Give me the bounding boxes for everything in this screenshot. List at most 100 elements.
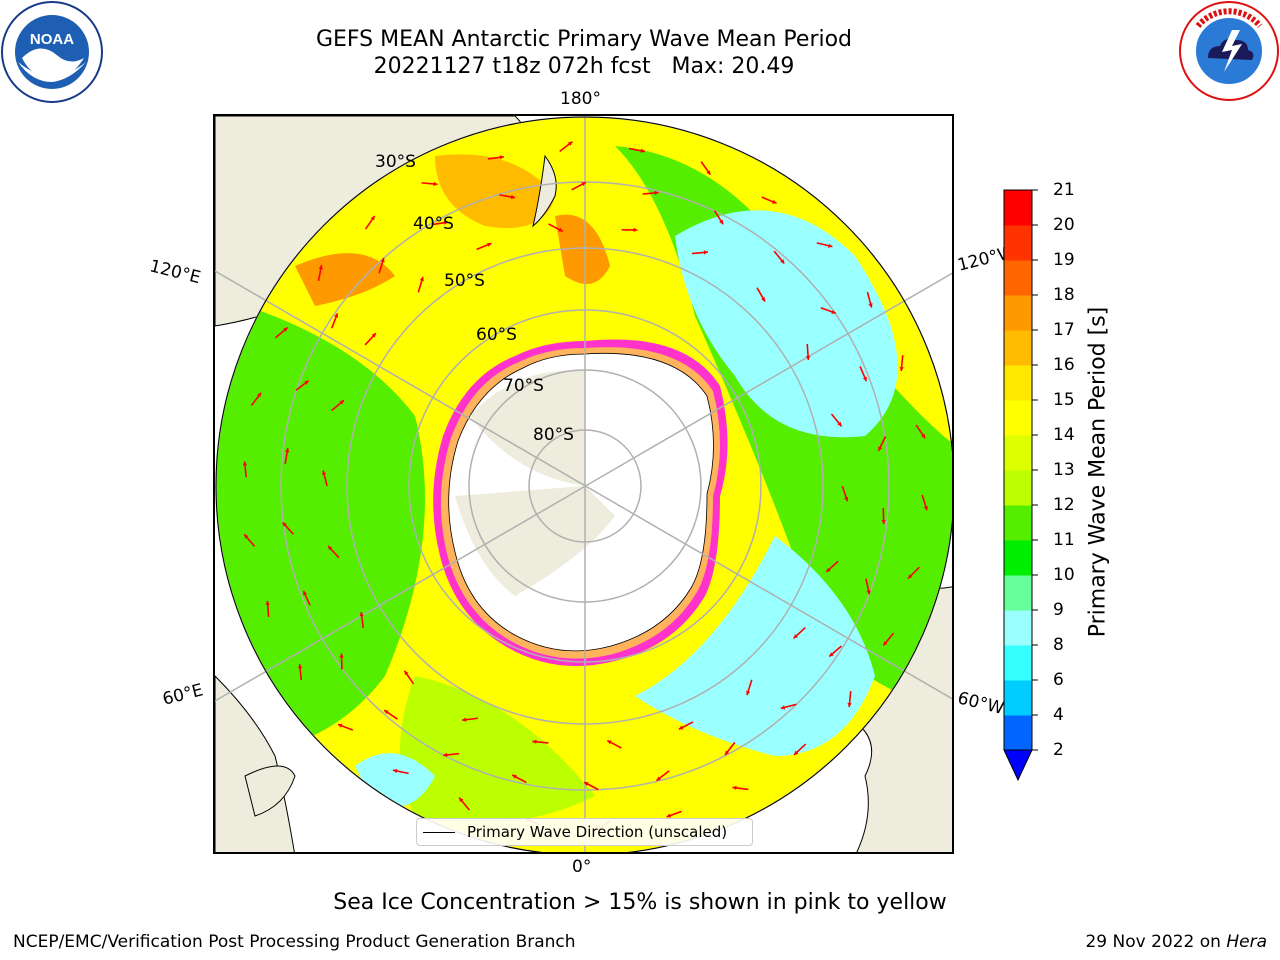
wave-arrow-head (719, 219, 724, 225)
wave-arrow-head (780, 705, 786, 710)
lon-label-60e: 60°E (160, 680, 206, 710)
wave-arrow-head (419, 276, 424, 282)
antarctic-land (470, 370, 585, 486)
legend-line-sample (423, 832, 455, 833)
sea-ice-note: Sea Ice Concentration > 15% is shown in … (333, 890, 947, 915)
colorbar-tick-label: 8 (1053, 635, 1064, 655)
lat-label-50s: 50°S (444, 271, 485, 291)
wave-arrow-head (805, 355, 811, 360)
wave-arrow-head (656, 776, 661, 781)
wave-arrow-head (899, 366, 904, 372)
wave-arrow-head (297, 664, 303, 669)
colorbar (1003, 189, 1038, 782)
wave-arrow-head (666, 813, 672, 818)
wave-arrow-head (359, 612, 364, 617)
colorbar-bin (1004, 190, 1032, 226)
wave-arrow-head (828, 243, 833, 248)
new-zealand (532, 154, 557, 228)
field-band-orange-2 (295, 253, 395, 306)
colorbar-tick-label: 19 (1053, 250, 1075, 270)
wave-arrow-head (847, 702, 852, 708)
colorbar-tick-label: 4 (1053, 705, 1064, 725)
lon-label-0: 0° (572, 857, 592, 877)
wave-direction-arrows (242, 141, 928, 831)
nws-logo (1179, 1, 1279, 101)
colorbar-tick-label: 18 (1053, 285, 1075, 305)
footer-credit: NCEP/EMC/Verification Post Processing Pr… (13, 932, 576, 952)
wave-arrow-head (829, 652, 834, 657)
wave-arrow-head (654, 190, 659, 196)
colorbar-bin (1004, 225, 1032, 261)
wave-arrow-head (706, 170, 711, 175)
colorbar-bin (1004, 330, 1032, 366)
wave-arrow-head (370, 215, 375, 221)
colorbar-label: Primary Wave Mean Period [s] (1085, 306, 1111, 638)
wave-arrow-head (883, 641, 888, 646)
colorbar-bin (1004, 400, 1032, 436)
wave-arrow-head (678, 725, 684, 730)
field-band-cyan (675, 210, 898, 438)
wave-arrow-head (328, 545, 333, 551)
colorbar-bin (1004, 470, 1032, 506)
colorbar-tick-label: 12 (1053, 495, 1075, 515)
wave-arrow-head (878, 446, 883, 451)
wave-arrow-head (242, 461, 248, 466)
wave-arrow-head (282, 522, 287, 527)
footer-date: 29 Nov 2022 on Hera (1085, 932, 1267, 952)
wave-arrow-head (607, 740, 612, 745)
field-band-orange (435, 154, 555, 228)
land-madagascar (244, 765, 296, 817)
wave-arrow-head (380, 257, 385, 263)
colorbar-tick-label: 14 (1053, 425, 1075, 445)
wave-arrow-head (923, 505, 928, 511)
chart-title: GEFS MEAN Antarctic Primary Wave Mean Pe… (315, 27, 853, 52)
wave-arrow-head (567, 141, 573, 146)
land-africa (215, 675, 295, 852)
colorbar-bin (1004, 715, 1032, 751)
wave-arrow-head (844, 496, 849, 502)
wave-arrow-head (881, 519, 886, 524)
wave-arrow-head (780, 259, 785, 264)
colorbar-tick-label: 10 (1053, 565, 1075, 585)
lat-label-40s: 40°S (413, 214, 454, 234)
wave-arrow-head (486, 242, 492, 247)
wave-arrow-head (459, 797, 464, 803)
lat-label-30s: 30°S (375, 152, 416, 172)
wave-arrow-head (265, 600, 270, 606)
field-band-orange-3 (555, 214, 610, 284)
colorbar-tick-label: 21 (1053, 180, 1075, 200)
wave-arrow-head (793, 634, 798, 639)
wave-arrow-head (392, 768, 398, 774)
wave-arrow-head (285, 448, 290, 453)
footer-host: Hera (1226, 932, 1267, 952)
wave-arrow-head (761, 297, 765, 302)
wave-arrow-head (318, 265, 323, 270)
colorbar-bin (1004, 645, 1032, 681)
colorbar-tick-label: 2 (1053, 740, 1064, 760)
lon-label-60w: 60°W (955, 688, 1006, 720)
colorbar-tick-label: 16 (1053, 355, 1075, 375)
field-band-green (216, 296, 425, 756)
wave-arrow-head (633, 227, 638, 233)
wave-arrow-head (512, 774, 517, 779)
noaa-logo-text: NOAA (30, 31, 74, 48)
lat-label-60s: 60°S (476, 325, 517, 345)
wave-arrow-head (746, 690, 751, 696)
wave-arrow-head (640, 148, 645, 153)
colorbar-tick-label: 11 (1053, 530, 1075, 550)
wave-arrow-head (244, 534, 249, 539)
wave-arrow-head (443, 752, 448, 758)
field-band-cyan-2 (635, 536, 875, 756)
colorbar-bin (1004, 540, 1032, 576)
colorbar-bin (1004, 260, 1032, 296)
wave-arrow-head (558, 227, 563, 232)
wave-arrow-head (584, 782, 589, 786)
wave-arrow-head (337, 723, 343, 728)
wave-arrow-head (257, 392, 262, 398)
wave-arrow-head (862, 376, 867, 382)
wave-arrow-head (462, 717, 467, 722)
wave-arrow-head (339, 400, 344, 405)
colorbar-tick-label: 17 (1053, 320, 1075, 340)
colorbar-bin (1004, 505, 1032, 541)
colorbar-bin (1004, 365, 1032, 401)
